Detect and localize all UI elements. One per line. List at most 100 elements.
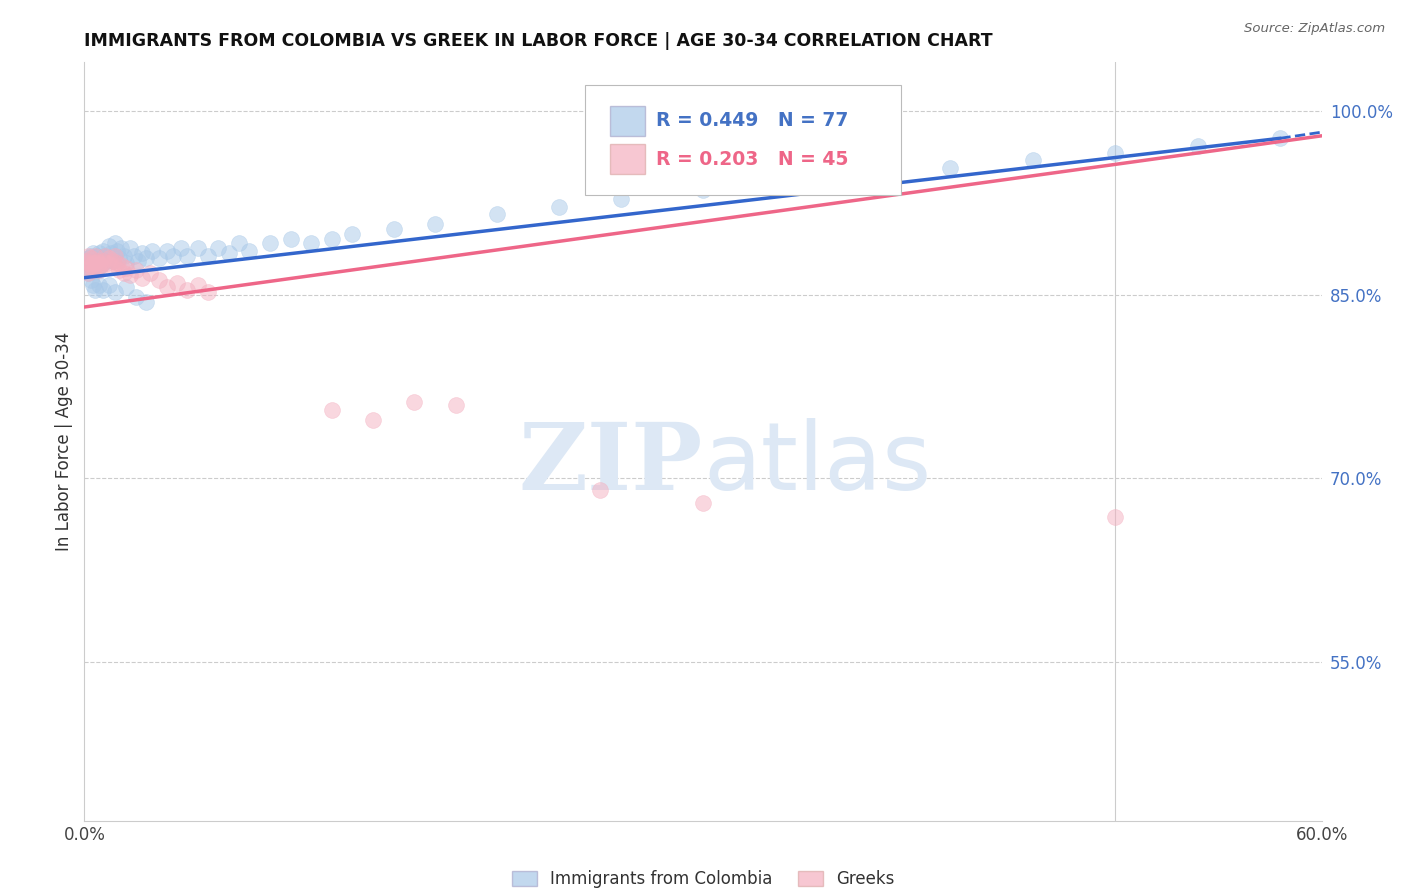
Point [94,249,117,263]
Point [156,280,179,294]
Point [127,253,149,268]
Point [122,249,145,263]
Point [139,266,162,280]
Point [104,285,127,300]
Text: R = 0.203   N = 45: R = 0.203 N = 45 [657,150,848,169]
Y-axis label: In Labor Force | Age 30-34: In Labor Force | Age 30-34 [55,332,73,551]
Point [83,251,105,265]
Point [87,253,110,268]
Point [108,251,131,265]
Legend: Immigrants from Colombia, Greeks: Immigrants from Colombia, Greeks [512,870,894,888]
Point [856,168,879,182]
Point [91,283,114,297]
Point [218,246,240,260]
Point [148,251,170,265]
Point [118,241,141,255]
Point [77,251,100,265]
Point [83,259,105,273]
Point [321,231,343,245]
Point [77,266,100,280]
Text: R = 0.449   N = 77: R = 0.449 N = 77 [657,112,848,130]
Point [104,249,127,263]
Point [131,270,153,285]
Point [547,200,569,214]
Point [259,236,281,251]
Point [86,260,108,275]
Point [98,239,121,253]
Point [118,268,141,283]
Point [82,263,104,277]
Point [114,280,136,294]
Point [141,244,163,258]
Point [79,249,101,263]
Point [90,259,112,273]
Point [90,251,112,265]
Point [1187,138,1209,153]
Point [83,283,105,297]
Point [86,249,108,263]
Point [342,227,364,241]
Point [83,256,105,270]
Point [77,256,100,270]
Point [103,253,125,268]
Point [94,249,117,263]
Point [382,221,405,235]
Point [104,236,127,251]
Point [79,256,101,270]
FancyBboxPatch shape [585,85,901,195]
Point [77,266,100,280]
Point [98,251,121,265]
Point [77,257,100,271]
Point [125,290,148,304]
Point [110,241,132,255]
Point [176,249,198,263]
Point [166,276,188,290]
Point [197,285,219,300]
Point [112,266,135,280]
Point [361,412,384,426]
Point [238,244,260,258]
Point [228,236,250,251]
Point [112,249,135,263]
Point [1104,145,1126,160]
Point [87,278,110,293]
Point [114,256,136,270]
Point [170,241,193,255]
Point [135,251,157,265]
Point [187,278,209,293]
Point [1022,153,1045,168]
Point [485,207,508,221]
Point [1104,510,1126,524]
Point [131,246,153,260]
Point [86,263,108,277]
Point [692,496,714,510]
Point [135,295,157,310]
Point [105,244,128,258]
Point [75,253,97,268]
Point [87,256,110,270]
Point [91,244,114,258]
Point [125,263,148,277]
Point [197,249,219,263]
Point [176,283,198,297]
Text: atlas: atlas [703,418,931,510]
Point [83,249,105,263]
Point [299,236,322,251]
Point [87,246,110,260]
Point [90,259,112,273]
Point [1270,131,1292,145]
Point [114,260,136,275]
Point [87,263,110,277]
Text: IMMIGRANTS FROM COLOMBIA VS GREEK IN LABOR FORCE | AGE 30-34 CORRELATION CHART: IMMIGRANTS FROM COLOMBIA VS GREEK IN LAB… [84,32,993,50]
Point [444,398,467,412]
Point [148,273,170,287]
Point [775,175,797,189]
Point [96,256,118,270]
Point [98,278,121,293]
Point [939,161,962,175]
Point [86,256,108,270]
Point [82,256,104,270]
Point [82,278,104,293]
Point [82,253,104,268]
Point [609,193,631,207]
